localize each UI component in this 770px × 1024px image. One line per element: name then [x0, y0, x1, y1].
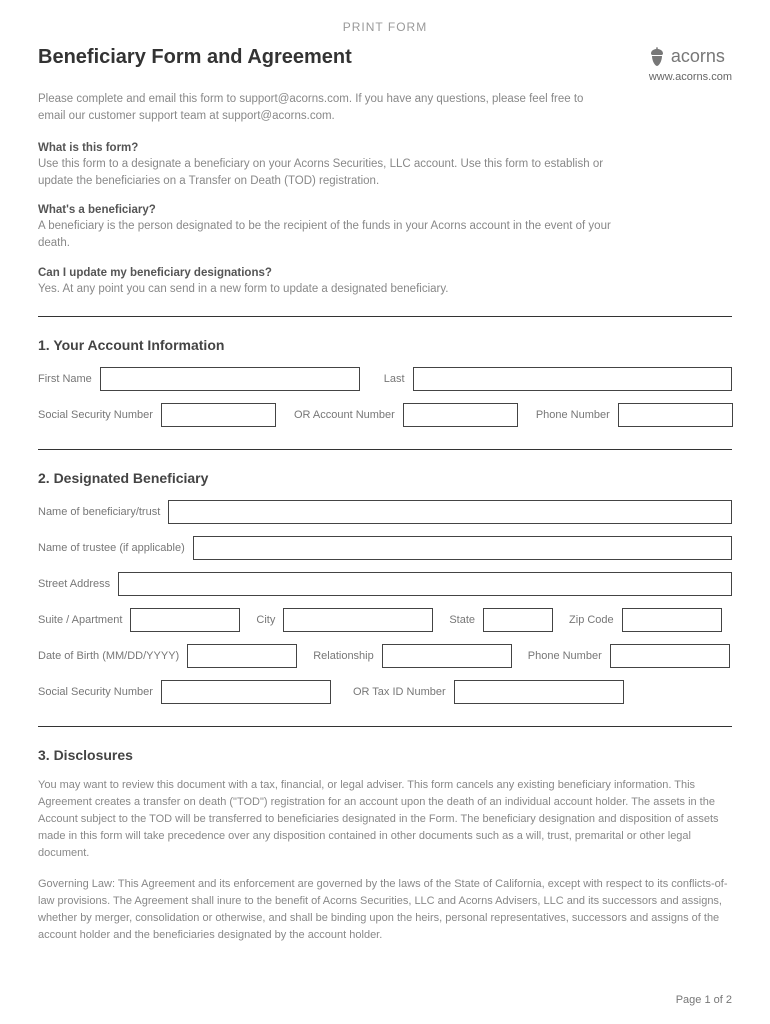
disclosure-p1: You may want to review this document wit…: [38, 777, 732, 862]
city-field[interactable]: [283, 608, 433, 632]
dob-label: Date of Birth (MM/DD/YYYY): [38, 650, 179, 662]
zip-label: Zip Code: [569, 614, 614, 626]
disclosure-p2: Governing Law: This Agreement and its en…: [38, 876, 732, 944]
row-trustee: Name of trustee (if applicable): [38, 536, 732, 560]
phone-label: Phone Number: [536, 409, 610, 421]
street-field[interactable]: [118, 572, 732, 596]
divider: [38, 449, 732, 450]
section-1-title: 1. Your Account Information: [38, 337, 732, 353]
brand-logo: acorns: [649, 46, 732, 67]
divider: [38, 316, 732, 317]
beneficiary-name-label: Name of beneficiary/trust: [38, 506, 160, 518]
last-name-field[interactable]: [413, 367, 732, 391]
faq-answer: Use this form to a designate a beneficia…: [38, 156, 628, 191]
beneficiary-name-field[interactable]: [168, 500, 732, 524]
street-label: Street Address: [38, 578, 110, 590]
suite-label: Suite / Apartment: [38, 614, 122, 626]
ssn-label: Social Security Number: [38, 409, 153, 421]
faq-question: What's a beneficiary?: [38, 204, 628, 216]
first-name-field[interactable]: [100, 367, 360, 391]
account-number-field[interactable]: [403, 403, 518, 427]
faq-answer: A beneficiary is the person designated t…: [38, 218, 628, 253]
trustee-field[interactable]: [193, 536, 732, 560]
relationship-label: Relationship: [313, 650, 374, 662]
row-dob: Date of Birth (MM/DD/YYYY) Relationship …: [38, 644, 732, 668]
phone2-field[interactable]: [610, 644, 730, 668]
section-2-title: 2. Designated Beneficiary: [38, 470, 732, 486]
trustee-label: Name of trustee (if applicable): [38, 542, 185, 554]
phone2-label: Phone Number: [528, 650, 602, 662]
dob-field[interactable]: [187, 644, 297, 668]
row-city: Suite / Apartment City State Zip Code: [38, 608, 732, 632]
state-label: State: [449, 614, 475, 626]
row-name: First Name Last: [38, 367, 732, 391]
faq-item: What is this form? Use this form to a de…: [38, 142, 628, 191]
account-number-label: OR Account Number: [294, 409, 395, 421]
taxid-field[interactable]: [454, 680, 624, 704]
header: Beneficiary Form and Agreement acorns ww…: [38, 46, 732, 83]
row-ben-name: Name of beneficiary/trust: [38, 500, 732, 524]
print-form-button[interactable]: PRINT FORM: [38, 20, 732, 34]
row-street: Street Address: [38, 572, 732, 596]
ssn-field[interactable]: [161, 403, 276, 427]
ssn2-label: Social Security Number: [38, 686, 153, 698]
brand-block: acorns www.acorns.com: [649, 46, 732, 83]
faq-question: Can I update my beneficiary designations…: [38, 267, 628, 279]
state-field[interactable]: [483, 608, 553, 632]
last-name-label: Last: [384, 373, 405, 385]
brand-name: acorns: [671, 46, 725, 67]
zip-field[interactable]: [622, 608, 722, 632]
intro-text: Please complete and email this form to s…: [38, 91, 598, 126]
faq-question: What is this form?: [38, 142, 628, 154]
first-name-label: First Name: [38, 373, 92, 385]
row-account: Social Security Number OR Account Number…: [38, 403, 732, 427]
divider: [38, 726, 732, 727]
ssn2-field[interactable]: [161, 680, 331, 704]
relationship-field[interactable]: [382, 644, 512, 668]
row-ssn2: Social Security Number OR Tax ID Number: [38, 680, 732, 704]
suite-field[interactable]: [130, 608, 240, 632]
faq-item: Can I update my beneficiary designations…: [38, 267, 628, 298]
page-title: Beneficiary Form and Agreement: [38, 46, 352, 69]
city-label: City: [256, 614, 275, 626]
faq-answer: Yes. At any point you can send in a new …: [38, 281, 628, 298]
acorn-icon: [649, 47, 665, 67]
phone-field[interactable]: [618, 403, 733, 427]
faq-item: What's a beneficiary? A beneficiary is t…: [38, 204, 628, 253]
website-link[interactable]: www.acorns.com: [649, 71, 732, 83]
section-3-title: 3. Disclosures: [38, 747, 732, 763]
page-number: Page 1 of 2: [676, 994, 732, 1006]
taxid-label: OR Tax ID Number: [353, 686, 446, 698]
